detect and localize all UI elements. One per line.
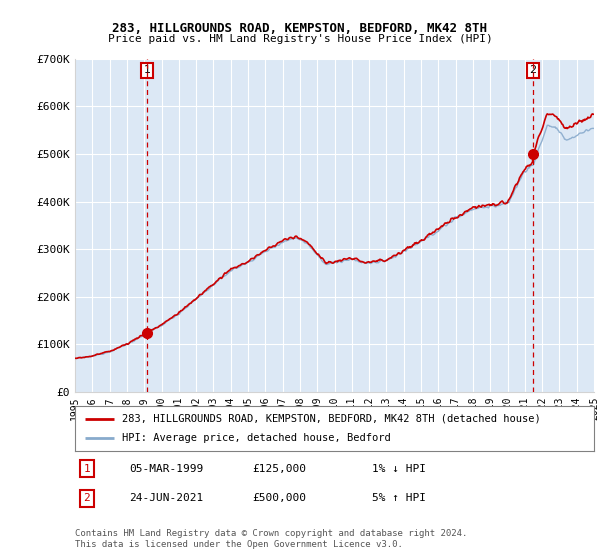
Text: Contains HM Land Registry data © Crown copyright and database right 2024.
This d: Contains HM Land Registry data © Crown c…: [75, 529, 467, 549]
Text: 283, HILLGROUNDS ROAD, KEMPSTON, BEDFORD, MK42 8TH: 283, HILLGROUNDS ROAD, KEMPSTON, BEDFORD…: [113, 22, 487, 35]
Text: HPI: Average price, detached house, Bedford: HPI: Average price, detached house, Bedf…: [122, 433, 391, 444]
Text: 5% ↑ HPI: 5% ↑ HPI: [372, 493, 426, 503]
Text: 1% ↓ HPI: 1% ↓ HPI: [372, 464, 426, 474]
Text: £500,000: £500,000: [252, 493, 306, 503]
Text: 283, HILLGROUNDS ROAD, KEMPSTON, BEDFORD, MK42 8TH (detached house): 283, HILLGROUNDS ROAD, KEMPSTON, BEDFORD…: [122, 413, 541, 423]
Text: 1: 1: [83, 464, 91, 474]
Text: £125,000: £125,000: [252, 464, 306, 474]
Text: Price paid vs. HM Land Registry's House Price Index (HPI): Price paid vs. HM Land Registry's House …: [107, 34, 493, 44]
Text: 2: 2: [530, 66, 536, 76]
Text: 2: 2: [83, 493, 91, 503]
Text: 24-JUN-2021: 24-JUN-2021: [129, 493, 203, 503]
Text: 1: 1: [143, 66, 151, 76]
Text: 05-MAR-1999: 05-MAR-1999: [129, 464, 203, 474]
